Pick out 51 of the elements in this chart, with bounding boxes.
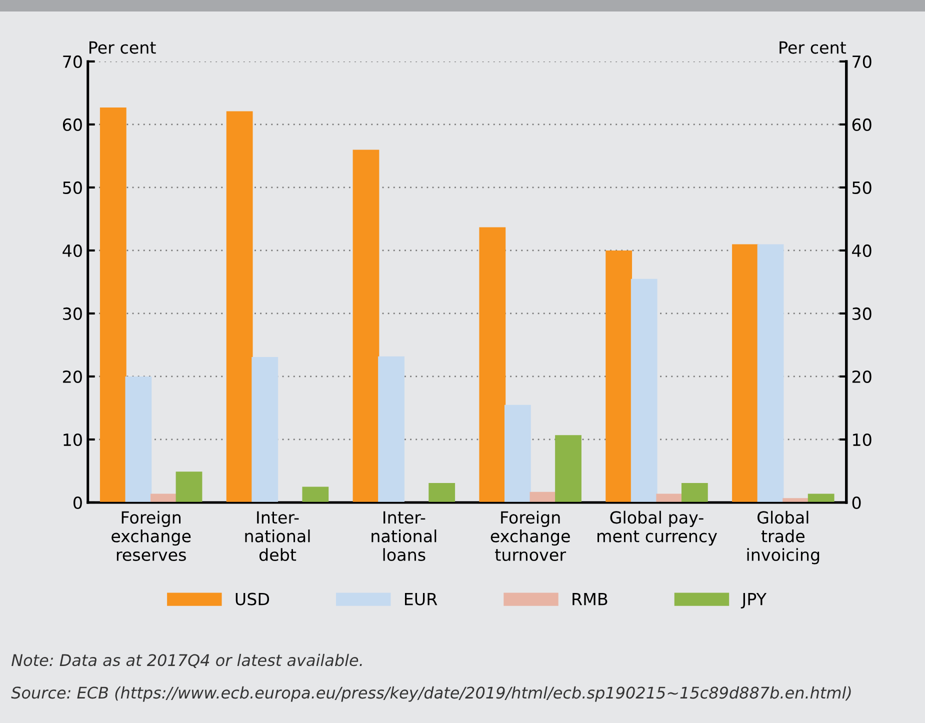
bar	[378, 356, 404, 502]
text: Note: Data as at 2017Q4 or latest available.	[12, 654, 362, 668]
y2-tick-label: 40	[852, 244, 872, 258]
bar	[656, 494, 683, 502]
bar	[808, 494, 834, 502]
x-tick-label: Foreign exchange turnover	[490, 510, 570, 562]
bar	[352, 150, 380, 502]
source-note: Source: ECB (https://www.ecb.europa.eu/press/key/date/2019/html/ecb.sp190215~15c89d887b.en.html)	[11, 686, 851, 702]
bar	[226, 111, 253, 502]
y-tick-label: 40	[62, 244, 82, 258]
y2-tick-label: 10	[853, 433, 872, 446]
bar	[252, 357, 278, 502]
bar	[176, 472, 202, 502]
y-tick-label: 50	[63, 181, 82, 194]
y-tick-label: 10	[64, 433, 82, 446]
bar	[757, 244, 784, 502]
bar	[732, 244, 758, 502]
y2-tick-label: 20	[852, 370, 872, 384]
x-tick-label: Inter- national debt	[245, 511, 310, 562]
x-tick-label: Global pay- ment currency	[598, 510, 717, 546]
bar	[479, 227, 506, 502]
legend-label: USD	[236, 592, 270, 606]
bar	[504, 404, 531, 502]
y2-tick-label: 60	[852, 118, 872, 132]
y-axis-title: Per cent	[90, 41, 156, 54]
y-tick-label: 20	[63, 370, 82, 384]
y-tick-label: 60	[62, 118, 82, 132]
x-tick-label: Inter- national loans	[372, 511, 436, 562]
bar	[125, 376, 152, 502]
bar	[681, 483, 708, 502]
y-tick-label: 70	[63, 55, 82, 68]
bar	[555, 435, 582, 502]
bar	[428, 483, 456, 502]
bar	[100, 108, 126, 502]
y-tick-label: 30	[63, 307, 82, 320]
y2-tick-label: 0	[852, 496, 861, 510]
y2-tick-label: 50	[852, 181, 872, 194]
y-tick-label: 0	[74, 496, 82, 510]
bar	[150, 494, 177, 502]
x-tick-label: Global trade invoicing	[747, 510, 820, 564]
legend-label: EUR	[404, 592, 438, 606]
y2-axis-title: Per cent	[780, 41, 846, 54]
bar	[606, 250, 632, 502]
legend-label: JPY	[740, 592, 767, 608]
y2-tick-label: 70	[852, 55, 872, 68]
bar	[630, 278, 658, 502]
bar	[782, 498, 810, 502]
legend-label: RMB	[572, 592, 608, 606]
y2-tick-label: 30	[852, 307, 872, 320]
bar	[302, 486, 329, 502]
x-tick-label: Foreign exchange reserves	[112, 510, 191, 562]
